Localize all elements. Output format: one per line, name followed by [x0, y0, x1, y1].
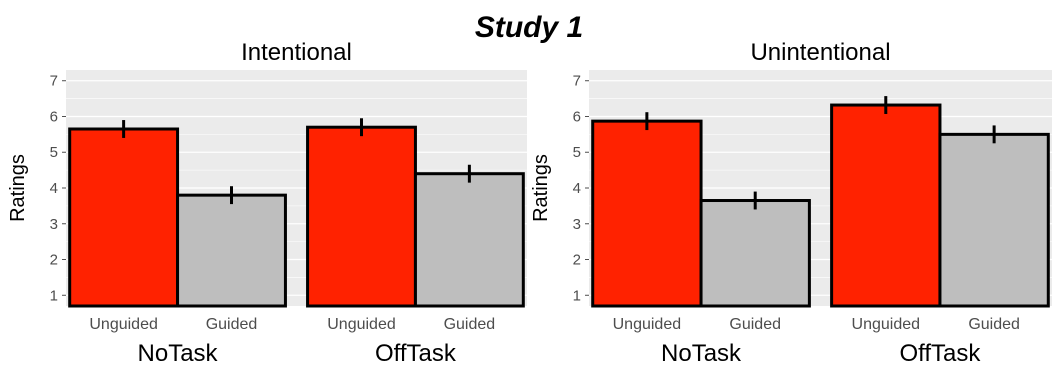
y-tick-label: 7 [573, 73, 581, 90]
y-tick-label: 5 [50, 144, 58, 161]
x-tick-label: Unguided [852, 316, 921, 333]
bar-offtask-unguided [830, 103, 942, 308]
y-axis-label: Ratings [530, 154, 552, 222]
y-tick-label: 4 [50, 180, 58, 197]
y-tick-label: 2 [50, 252, 58, 269]
panel-title: Unintentional [750, 39, 890, 66]
y-tick-label: 7 [50, 73, 58, 90]
panel-title: Intentional [241, 39, 352, 66]
bar-offtask-unguided [306, 125, 417, 308]
y-axis-label: Ratings [7, 154, 29, 222]
bar-notask-unguided [68, 127, 180, 308]
x-tick-label: Guided [729, 316, 781, 333]
y-tick-label: 1 [50, 287, 58, 304]
x-tick-label: Unguided [327, 316, 396, 333]
group-label: OffTask [375, 340, 457, 367]
y-tick-label: 6 [573, 108, 581, 125]
y-tick-label: 1 [573, 287, 581, 304]
group-label: OffTask [899, 340, 981, 367]
x-tick-label: Guided [206, 316, 258, 333]
x-tick-label: Guided [444, 316, 496, 333]
y-tick-label: 4 [573, 180, 581, 197]
chart-panel-0: 1 2 3 4 5 6 7 Unguided Guided NoTask Unguided Guide… [7, 39, 527, 367]
bar-notask-unguided [591, 119, 703, 308]
y-tick-label: 6 [50, 108, 58, 125]
y-tick-label: 3 [50, 216, 58, 233]
bar-offtask-guided [413, 172, 525, 308]
y-tick-label: 5 [573, 144, 581, 161]
figure-title: Study 1 [475, 11, 583, 44]
bar-notask-guided [699, 199, 811, 308]
group-label: NoTask [138, 340, 219, 367]
y-tick-label: 3 [573, 216, 581, 233]
x-tick-label: Unguided [613, 316, 682, 333]
chart-panel-1: 1 2 3 4 5 6 7 Unguided Guided NoTask Unguided Guide… [530, 39, 1052, 367]
x-tick-label: Unguided [89, 316, 158, 333]
bar-offtask-guided [938, 132, 1050, 308]
group-label: NoTask [661, 340, 742, 367]
x-tick-label: Guided [968, 316, 1020, 333]
y-tick-label: 2 [573, 252, 581, 269]
bar-notask-guided [176, 193, 287, 308]
